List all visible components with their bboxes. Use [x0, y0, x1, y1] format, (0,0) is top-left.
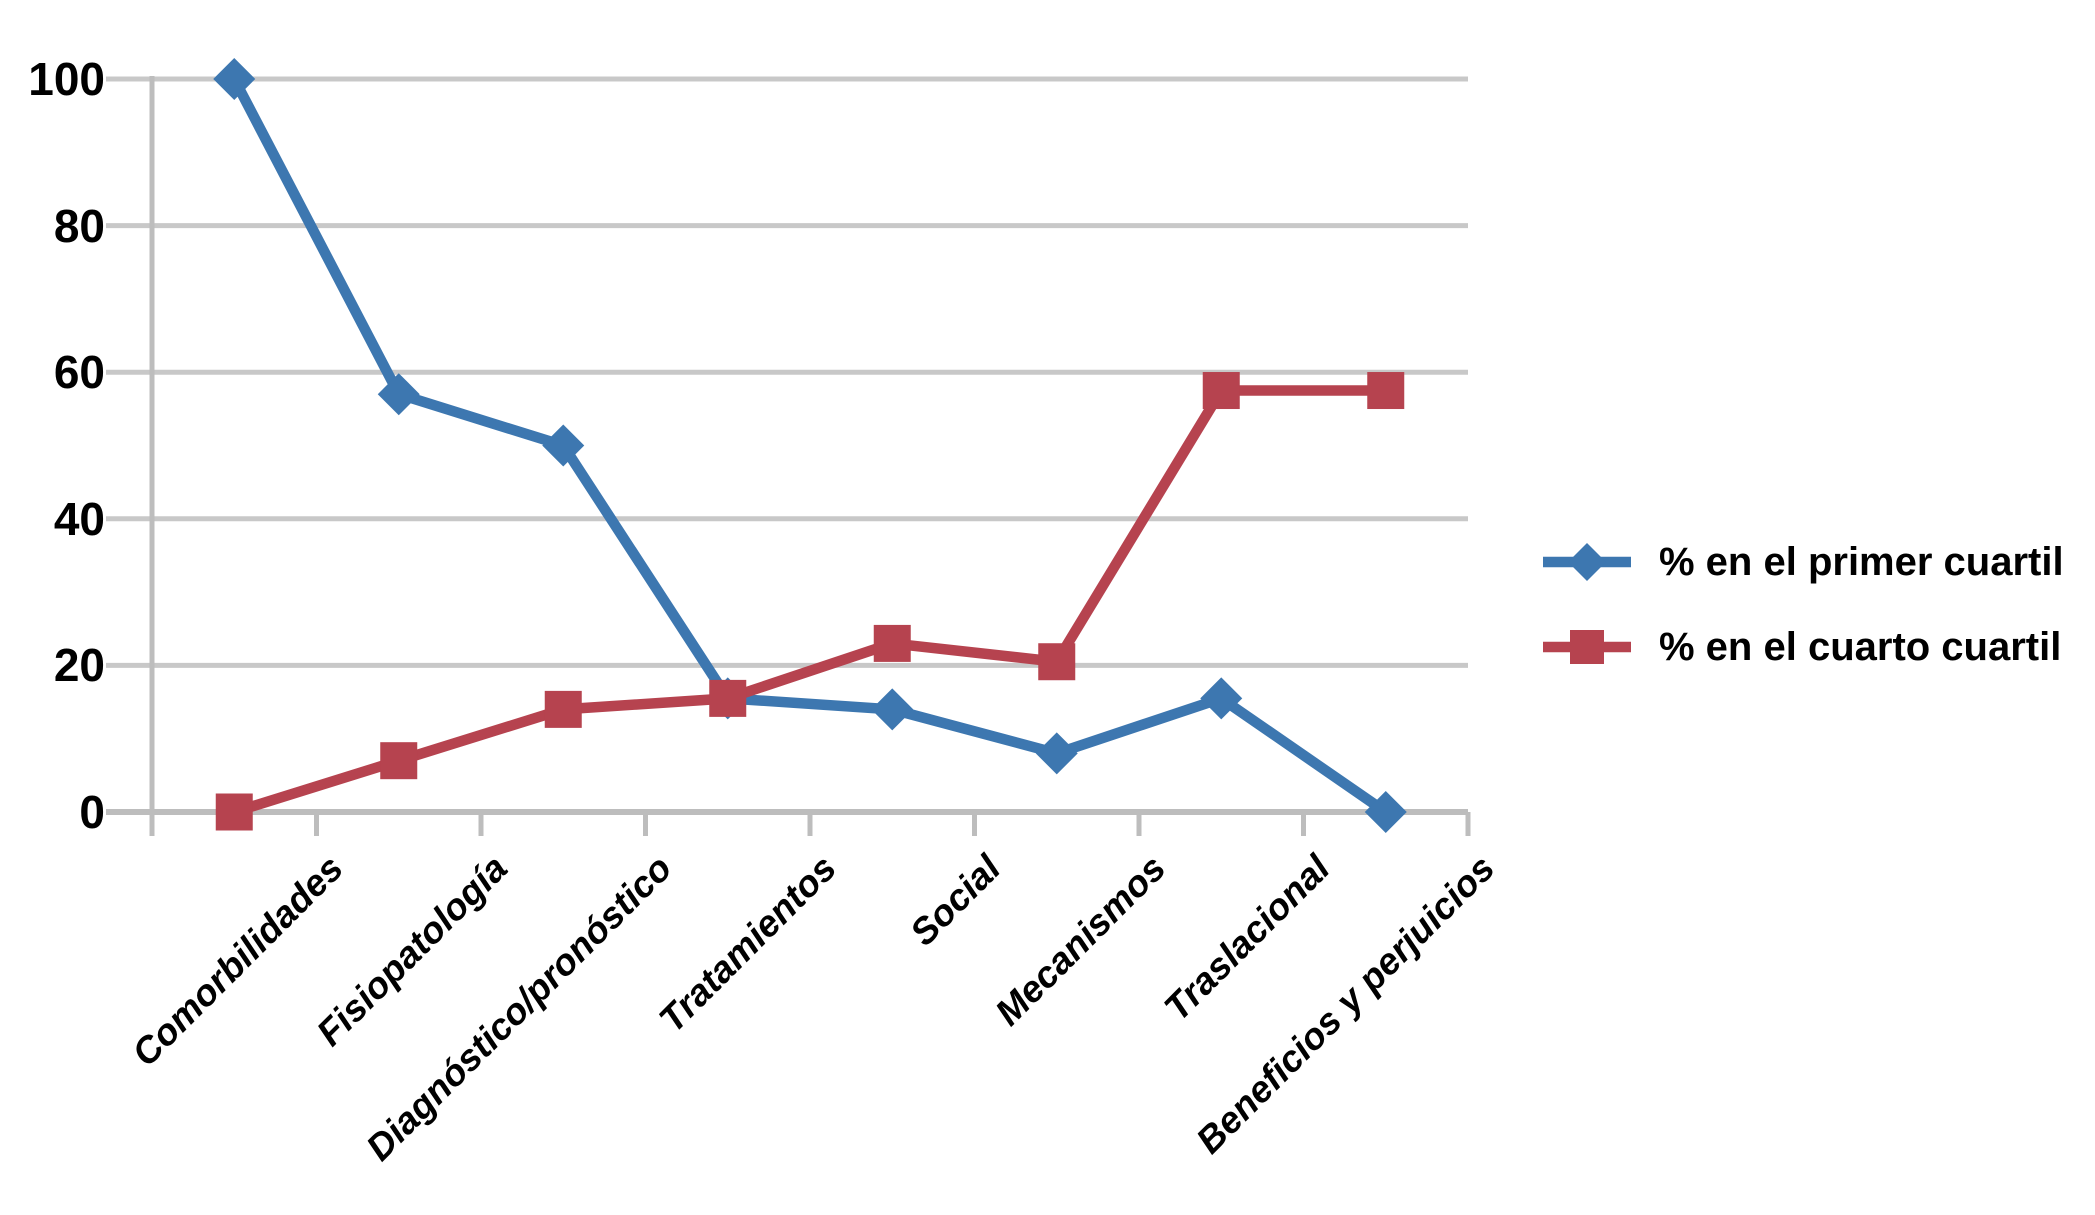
- series-primer-cuartil: [213, 58, 1407, 833]
- data-point-marker: [1035, 732, 1078, 775]
- legend: % en el primer cuartil % en el cuarto cu…: [1543, 538, 2064, 671]
- data-point-marker: [709, 679, 747, 717]
- legend-label-cuarto-cuartil: % en el cuarto cuartil: [1659, 625, 2062, 669]
- y-axis-tick-label: 60: [53, 346, 105, 399]
- legend-marker-shape: [1570, 630, 1604, 664]
- legend-entry-primer-cuartil: % en el primer cuartil: [1543, 538, 2064, 586]
- data-point-marker: [377, 373, 420, 416]
- y-axis-tick-label: 0: [79, 786, 105, 838]
- legend-label-primer-cuartil: % en el primer cuartil: [1659, 540, 2064, 584]
- data-point-marker: [1200, 677, 1243, 720]
- y-axis-tick-label: 40: [53, 492, 105, 545]
- data-point-marker: [1202, 372, 1240, 410]
- legend-diamond-marker-icon: [1543, 543, 1631, 581]
- y-axis-tick-label: 80: [53, 199, 105, 252]
- series-line: [229, 76, 1389, 817]
- series-cuarto-cuartil: [215, 372, 1405, 831]
- data-point-marker: [873, 624, 911, 662]
- data-point-marker: [213, 58, 256, 100]
- data-point-marker: [1038, 643, 1076, 681]
- legend-marker-shape: [1568, 543, 1606, 581]
- data-point-marker: [1364, 791, 1407, 833]
- data-point-marker: [215, 793, 253, 831]
- y-axis-tick-label: 100: [28, 53, 105, 105]
- legend-square-marker-icon: [1543, 630, 1631, 664]
- legend-entry-cuarto-cuartil: % en el cuarto cuartil: [1543, 623, 2064, 671]
- data-point-marker: [542, 424, 585, 467]
- data-point-marker: [380, 742, 418, 780]
- data-point-marker: [1367, 372, 1405, 410]
- data-point-marker: [544, 690, 582, 728]
- series-line: [232, 385, 1386, 818]
- data-point-marker: [871, 688, 914, 731]
- y-axis-tick-label: 20: [53, 639, 105, 692]
- axes: [106, 76, 1471, 836]
